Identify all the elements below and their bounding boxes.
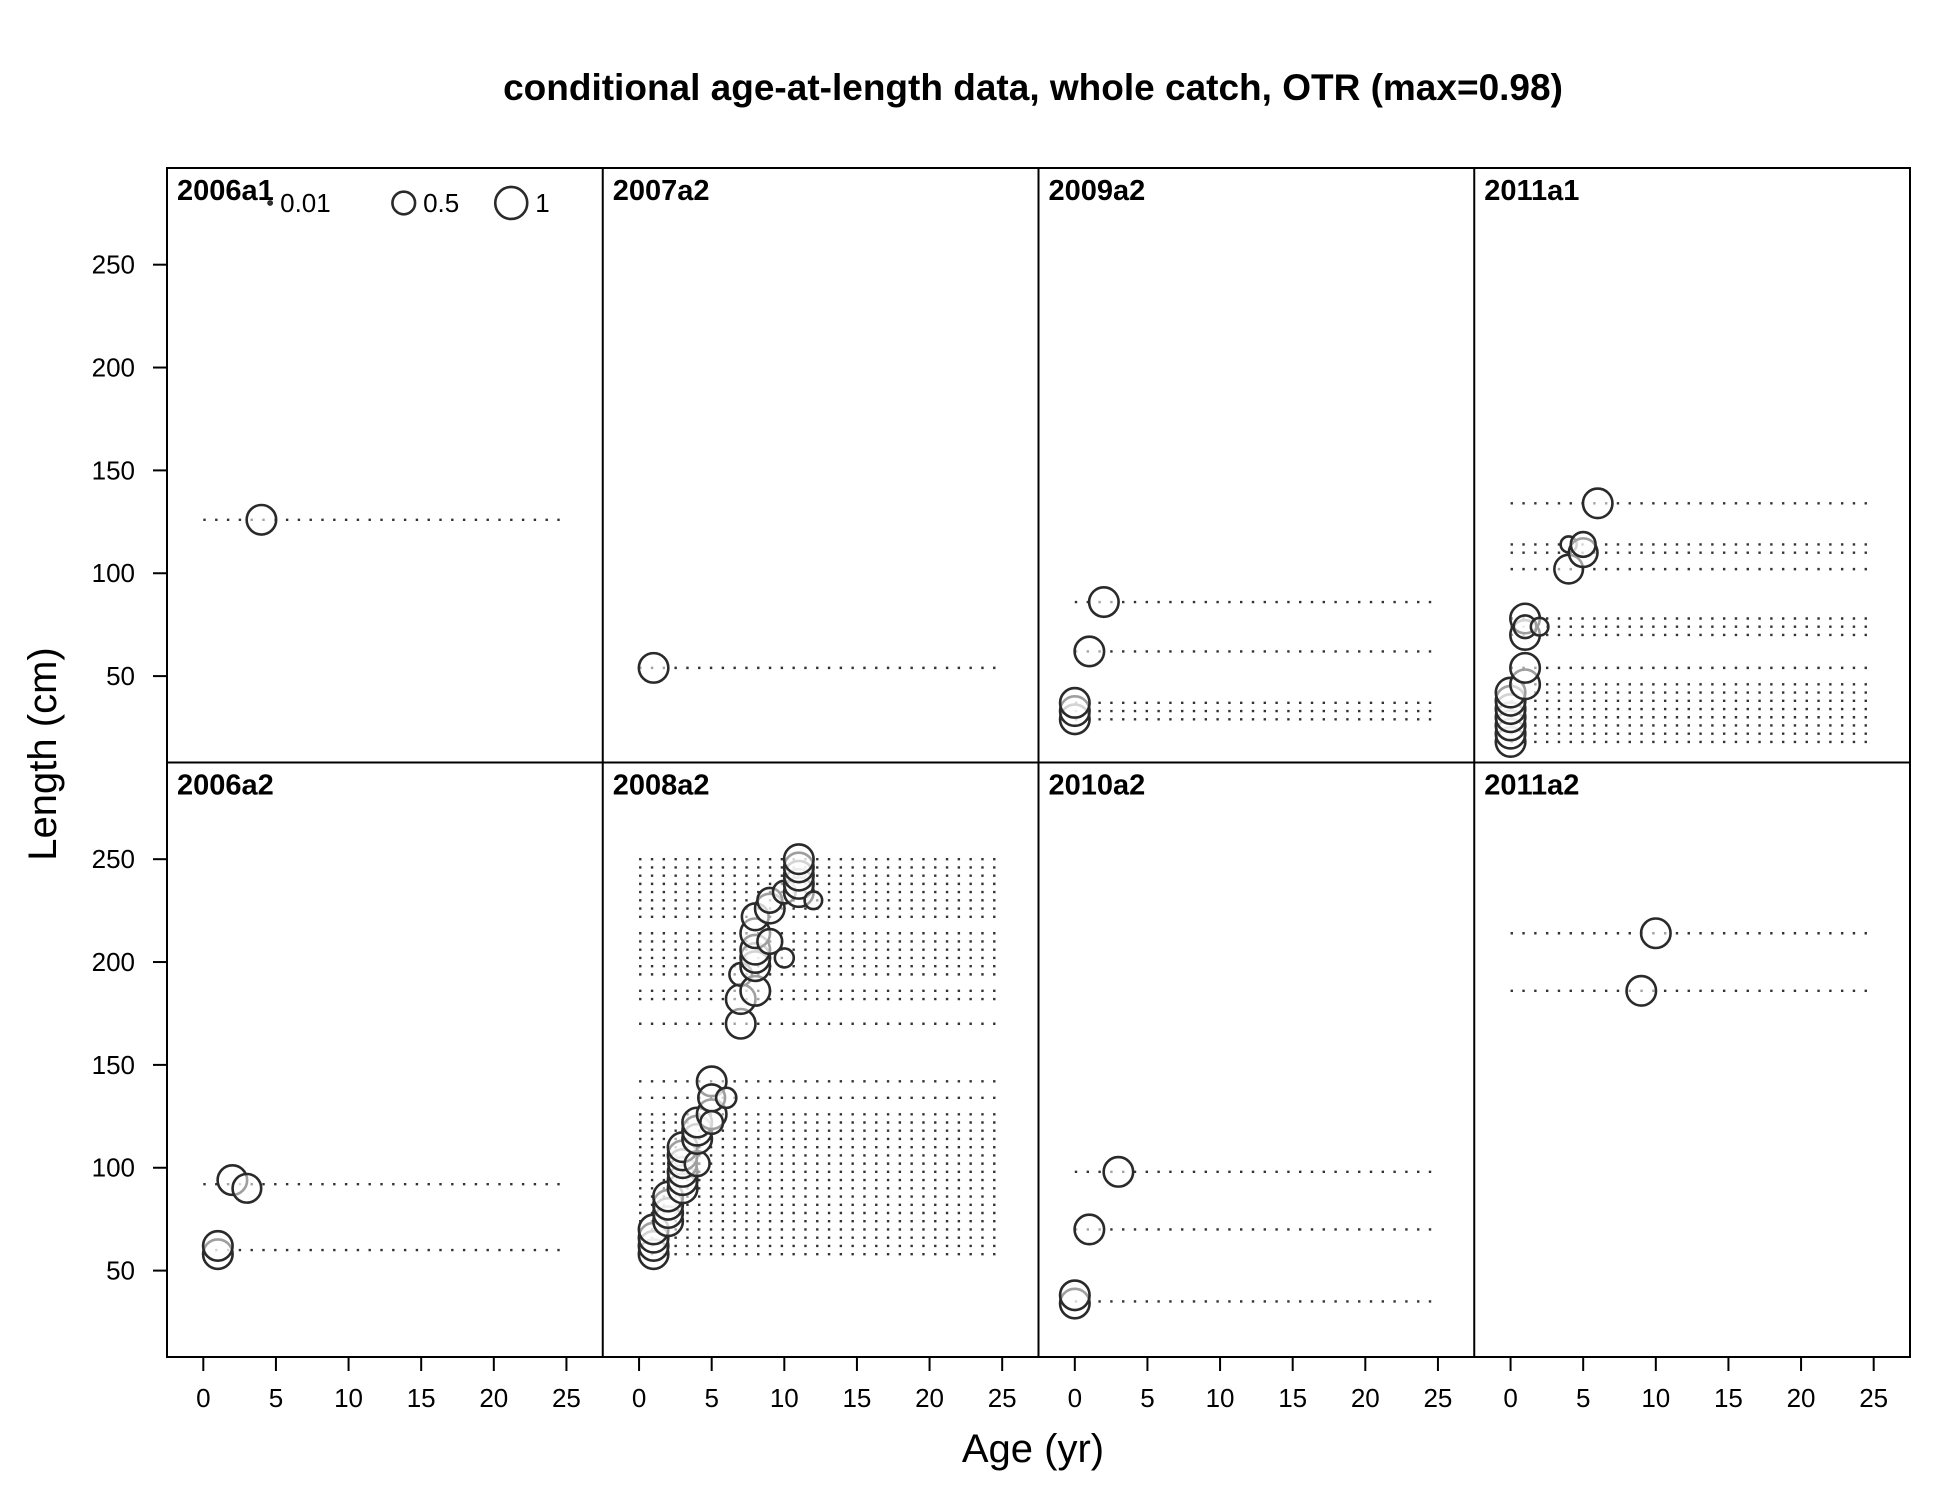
panel-2008a2: 2008a2: [613, 770, 1003, 1271]
x-tick-label: 10: [1206, 1383, 1235, 1413]
legend-label: 1: [535, 188, 549, 218]
legend-marker: [267, 200, 274, 206]
data-point: [231, 1172, 263, 1204]
data-point: [803, 890, 824, 911]
x-tick-label: 5: [1140, 1383, 1154, 1413]
data-point: [1529, 616, 1550, 637]
data-point: [1639, 917, 1672, 950]
x-tick-label: 15: [407, 1383, 436, 1413]
y-tick-label: 200: [92, 353, 135, 383]
panel-label: 2007a2: [613, 175, 710, 207]
legend-label: 0.5: [423, 188, 459, 218]
panel-2011a2: 2011a2: [1484, 770, 1874, 1007]
panel-2010a2: 2010a2: [1049, 770, 1438, 1320]
x-tick-label: 25: [1859, 1383, 1888, 1413]
data-point: [1581, 487, 1614, 520]
panel-label: 2006a2: [177, 770, 274, 802]
data-point: [1087, 585, 1120, 619]
data-point: [637, 651, 670, 684]
panel-2006a2: 2006a2: [177, 770, 567, 1271]
data-point: [1058, 1279, 1091, 1312]
x-tick-label: 20: [1351, 1383, 1380, 1413]
y-tick-label: 250: [92, 844, 135, 874]
x-tick-label: 10: [334, 1383, 363, 1413]
y-tick-label: 100: [92, 1153, 135, 1183]
x-tick-label: 5: [269, 1383, 283, 1413]
x-tick-label: 0: [1503, 1383, 1517, 1413]
data-point: [1073, 1213, 1106, 1246]
x-tick-label: 20: [1787, 1383, 1816, 1413]
y-tick-label: 50: [106, 1256, 135, 1286]
panel-label: 2010a2: [1049, 770, 1146, 802]
panel-label: 2006a1: [177, 175, 274, 207]
legend-marker: [391, 190, 417, 216]
x-tick-label: 5: [1576, 1383, 1590, 1413]
y-tick-label: 200: [92, 947, 135, 977]
panel-label: 2011a1: [1484, 175, 1579, 207]
data-point: [1073, 635, 1106, 668]
data-point: [245, 503, 278, 536]
legend-marker: [493, 185, 529, 221]
panel-2007a2: 2007a2: [613, 175, 1003, 684]
x-tick-label: 25: [988, 1383, 1017, 1413]
x-tick-label: 0: [1068, 1383, 1082, 1413]
x-tick-label: 10: [1641, 1383, 1670, 1413]
data-point: [1569, 530, 1597, 559]
y-axis-title: Length (cm): [21, 647, 65, 860]
panel-2011a1: 2011a1: [1484, 175, 1874, 758]
x-axis-title: Age (yr): [962, 1427, 1104, 1471]
panel-label: 2009a2: [1049, 175, 1146, 207]
y-tick-label: 150: [92, 1050, 135, 1080]
x-tick-label: 15: [1714, 1383, 1743, 1413]
panel-label: 2008a2: [613, 770, 710, 802]
x-tick-label: 20: [479, 1383, 508, 1413]
x-tick-label: 25: [552, 1383, 581, 1413]
data-point: [699, 1109, 725, 1136]
legend-label: 0.01: [280, 188, 331, 218]
data-point: [782, 843, 815, 876]
x-tick-label: 5: [704, 1383, 718, 1413]
plot-frame: [166, 167, 1911, 1358]
x-tick-label: 25: [1423, 1383, 1452, 1413]
data-point: [1102, 1155, 1135, 1188]
x-tick-label: 0: [196, 1383, 210, 1413]
y-tick-label: 150: [92, 455, 135, 485]
data-point: [714, 1086, 738, 1110]
x-tick-label: 20: [915, 1383, 944, 1413]
data-point: [201, 1229, 234, 1262]
data-point: [1625, 974, 1658, 1007]
x-tick-label: 10: [770, 1383, 799, 1413]
x-tick-label: 15: [1278, 1383, 1307, 1413]
panel-label: 2011a2: [1484, 770, 1579, 802]
panel-2009a2: 2009a2: [1049, 175, 1438, 736]
y-tick-label: 50: [106, 661, 135, 691]
chart-title: conditional age-at-length data, whole ca…: [503, 67, 1563, 108]
data-point: [756, 927, 784, 956]
x-tick-label: 15: [842, 1383, 871, 1413]
data-point: [773, 947, 796, 969]
y-tick-label: 100: [92, 558, 135, 588]
y-tick-label: 250: [92, 250, 135, 280]
data-point: [1058, 686, 1091, 719]
data-point: [1509, 651, 1542, 684]
x-tick-label: 0: [632, 1383, 646, 1413]
panel-2006a1: 2006a1: [177, 175, 567, 536]
